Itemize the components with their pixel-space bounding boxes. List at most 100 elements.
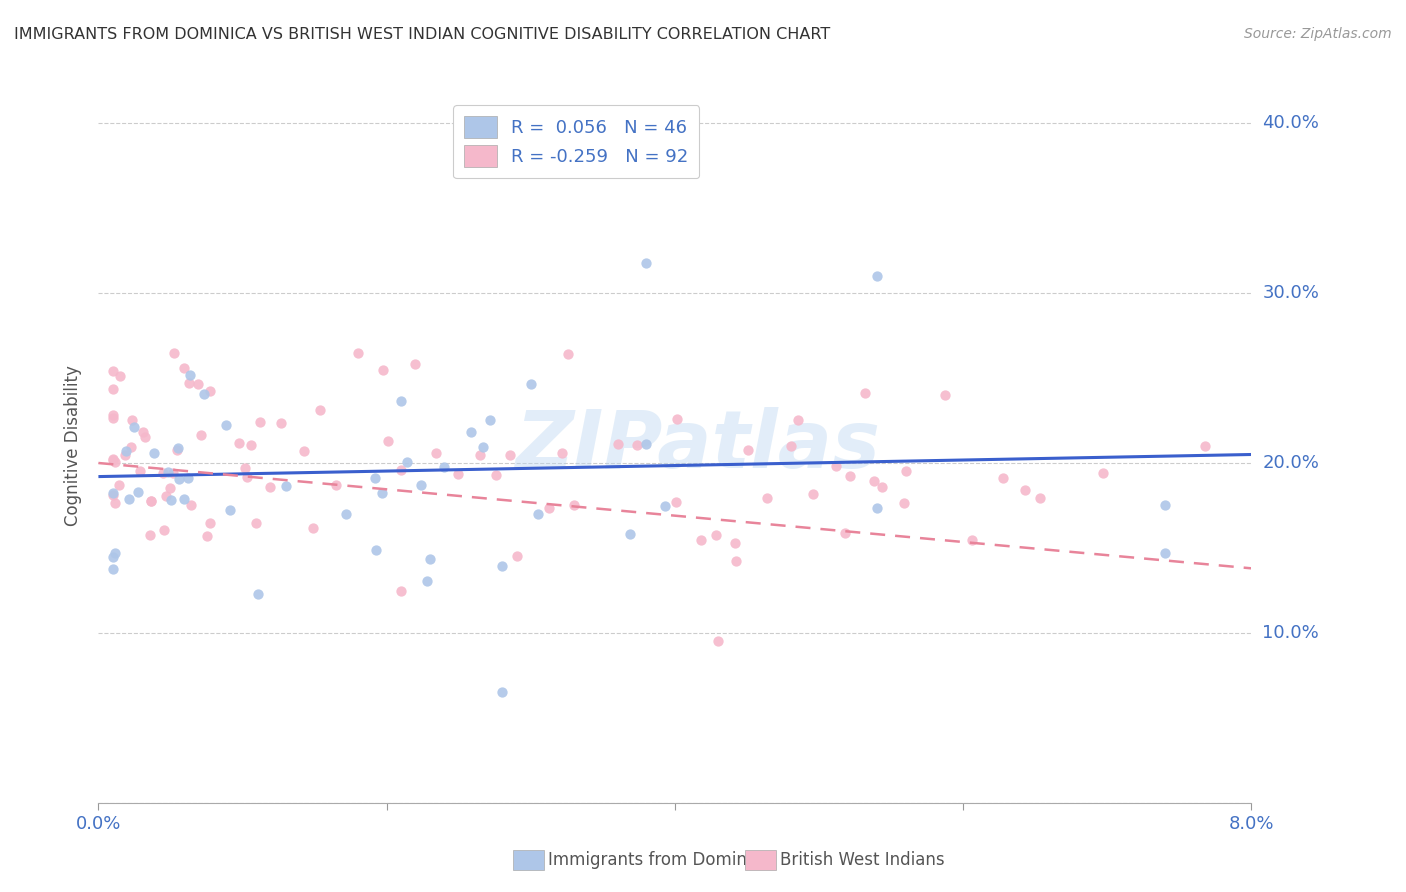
Point bbox=[173, 492, 195, 507]
Point bbox=[825, 459, 848, 474]
Point bbox=[838, 469, 860, 483]
Point bbox=[894, 464, 917, 478]
Point bbox=[128, 464, 150, 478]
Point bbox=[131, 425, 153, 439]
Point bbox=[666, 412, 689, 426]
Point bbox=[419, 552, 441, 566]
Point bbox=[156, 466, 179, 480]
Point bbox=[276, 479, 298, 493]
Point bbox=[865, 269, 889, 284]
Text: 40.0%: 40.0% bbox=[1263, 114, 1319, 132]
Point bbox=[134, 430, 156, 444]
Point bbox=[690, 533, 713, 548]
Point bbox=[551, 446, 574, 460]
Point bbox=[160, 492, 183, 507]
Point bbox=[520, 376, 543, 391]
Point bbox=[101, 382, 124, 396]
Point bbox=[364, 543, 387, 558]
Point bbox=[364, 471, 387, 485]
Point bbox=[834, 526, 856, 541]
Point bbox=[167, 441, 190, 455]
Point bbox=[215, 417, 238, 432]
Point bbox=[114, 449, 136, 463]
Point bbox=[479, 413, 502, 427]
Point bbox=[240, 438, 263, 452]
Point bbox=[373, 363, 395, 377]
Point bbox=[865, 500, 889, 515]
Y-axis label: Cognitive Disability: Cognitive Disability bbox=[65, 366, 83, 526]
Point bbox=[193, 387, 215, 401]
Point bbox=[101, 364, 124, 378]
Point bbox=[335, 508, 357, 522]
Point bbox=[862, 474, 884, 488]
Point bbox=[104, 496, 127, 510]
Point bbox=[173, 361, 195, 376]
Point bbox=[872, 480, 894, 494]
Point bbox=[138, 528, 160, 542]
Point bbox=[152, 467, 174, 481]
Point bbox=[245, 516, 267, 531]
Point bbox=[101, 487, 124, 501]
Text: Immigrants from Dominica: Immigrants from Dominica bbox=[548, 851, 770, 869]
Point bbox=[1014, 483, 1036, 498]
Point bbox=[167, 472, 190, 486]
Point bbox=[562, 498, 585, 512]
Point bbox=[115, 444, 138, 458]
Point bbox=[101, 408, 124, 422]
Point bbox=[179, 368, 201, 382]
Point bbox=[491, 685, 513, 699]
Point bbox=[389, 583, 412, 598]
Point bbox=[1194, 439, 1216, 453]
Point bbox=[433, 460, 456, 475]
Point bbox=[110, 369, 132, 384]
Point bbox=[395, 455, 418, 469]
Text: 20.0%: 20.0% bbox=[1263, 454, 1319, 472]
Point bbox=[120, 440, 142, 454]
Point bbox=[527, 507, 550, 521]
Point bbox=[152, 523, 174, 537]
Point bbox=[235, 470, 257, 484]
Point bbox=[249, 415, 271, 429]
Point bbox=[101, 411, 124, 425]
Point bbox=[405, 358, 427, 372]
Point bbox=[292, 443, 315, 458]
Point bbox=[127, 484, 149, 499]
Point bbox=[626, 438, 648, 452]
Point bbox=[176, 471, 198, 485]
Text: British West Indians: British West Indians bbox=[780, 851, 945, 869]
Point bbox=[934, 387, 956, 401]
Point bbox=[346, 345, 368, 359]
Point bbox=[117, 491, 139, 506]
Point bbox=[893, 496, 915, 510]
Point bbox=[1153, 499, 1175, 513]
Text: ZIPatlas: ZIPatlas bbox=[516, 407, 880, 485]
Point bbox=[247, 587, 270, 601]
Point bbox=[1028, 491, 1050, 505]
Point bbox=[425, 445, 447, 459]
Point bbox=[190, 428, 212, 442]
Text: 30.0%: 30.0% bbox=[1263, 284, 1319, 302]
Point bbox=[853, 385, 876, 400]
Text: IMMIGRANTS FROM DOMINICA VS BRITISH WEST INDIAN COGNITIVE DISABILITY CORRELATION: IMMIGRANTS FROM DOMINICA VS BRITISH WEST… bbox=[14, 27, 831, 42]
Point bbox=[409, 477, 432, 491]
Point bbox=[101, 550, 124, 565]
Point bbox=[724, 536, 747, 550]
Point bbox=[198, 516, 221, 531]
Point bbox=[101, 562, 124, 576]
Text: Source: ZipAtlas.com: Source: ZipAtlas.com bbox=[1244, 27, 1392, 41]
Point bbox=[499, 448, 522, 462]
Point bbox=[104, 455, 127, 469]
Point bbox=[228, 435, 250, 450]
Point bbox=[557, 346, 579, 360]
Point bbox=[259, 480, 281, 494]
Point bbox=[389, 463, 412, 477]
Point bbox=[801, 487, 824, 501]
Point bbox=[195, 529, 218, 543]
Point bbox=[104, 546, 127, 560]
Point bbox=[166, 443, 188, 458]
Point bbox=[665, 495, 688, 509]
Point bbox=[654, 499, 676, 513]
Point bbox=[537, 501, 560, 516]
Point bbox=[235, 461, 257, 475]
Point bbox=[787, 413, 810, 427]
